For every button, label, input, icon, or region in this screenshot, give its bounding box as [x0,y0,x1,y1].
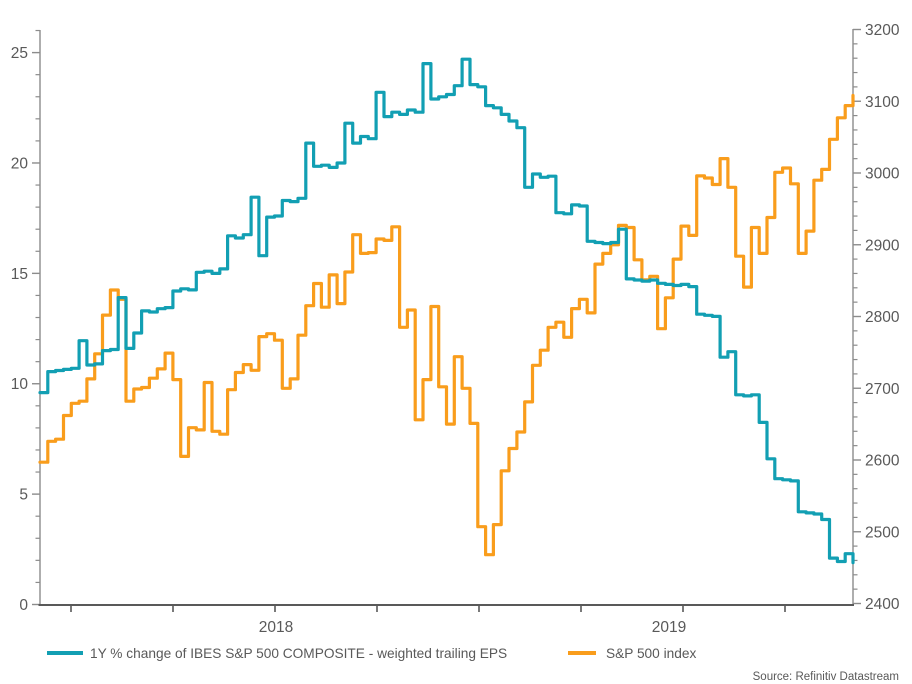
left-axis-tick-label: 20 [11,155,29,172]
source-note: Source: Refinitiv Datastream [753,671,899,683]
right-axis-tick-label: 2900 [865,237,900,254]
x-tick-label-2018: 2018 [259,619,293,636]
left-axis-tick-label: 15 [11,266,28,283]
left-axis-tick-label: 0 [19,597,28,614]
right-axis-tick-label: 2700 [865,381,900,398]
spx-index-line [38,93,855,557]
right-axis-tick-label: 2400 [865,596,900,613]
x-tick-label-2019: 2019 [652,619,686,636]
axes-group: 0 5 10 15 20 25 2400 2500 2600 2700 2800 2900 3000 31… [11,22,900,614]
right-axis-tick-label: 3000 [865,166,900,183]
left-axis-tick-label: 25 [11,45,28,62]
eps-legend-label: 1Y % change of IBES S&P 500 COMPOSITE - … [90,646,507,661]
right-axis-tick-label: 3200 [865,22,900,39]
left-axis-tick-label: 10 [11,376,29,393]
legend: 1Y % change of IBES S&P 500 COMPOSITE - … [47,646,696,661]
eps-change-line [38,57,855,565]
spx-legend-label: S&P 500 index [606,646,696,661]
left-axis-tick-label: 5 [19,487,28,504]
right-axis-tick-label: 2600 [865,453,900,470]
right-axis-tick-label: 2800 [865,309,900,326]
right-axis-tick-label: 2500 [865,524,900,541]
right-axis-tick-label: 3100 [865,94,900,111]
